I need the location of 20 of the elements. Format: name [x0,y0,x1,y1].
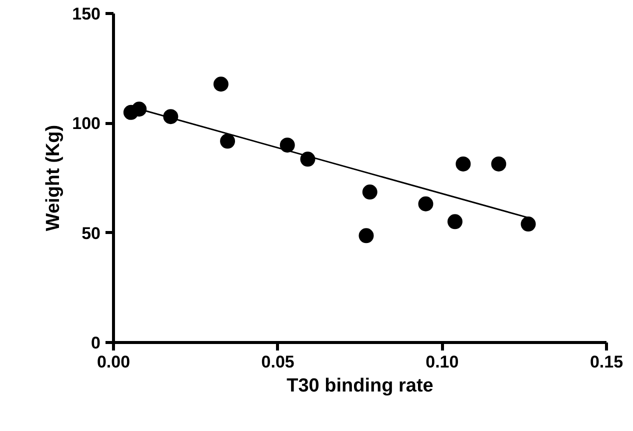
x-tick-label: 0.05 [261,352,294,372]
y-tick-label: 150 [72,4,101,24]
point [362,184,378,200]
x-tick-label: 0.15 [590,352,624,372]
x-tick-label: 0.00 [96,352,130,372]
point [213,76,228,92]
point [456,156,471,172]
point [447,214,462,230]
x-tick-label: 0.10 [426,352,459,372]
point [491,156,506,172]
point [520,216,536,232]
point [220,134,236,149]
point [280,138,295,153]
y-tick-label: 0 [91,334,101,352]
point [418,196,434,212]
y-tick-label: 50 [82,224,101,243]
x-axis-title: T30 binding rate [286,376,434,396]
y-tick-label: 100 [72,114,101,134]
point [358,228,374,244]
y-axis-title: Weight (Kg) [43,124,64,232]
